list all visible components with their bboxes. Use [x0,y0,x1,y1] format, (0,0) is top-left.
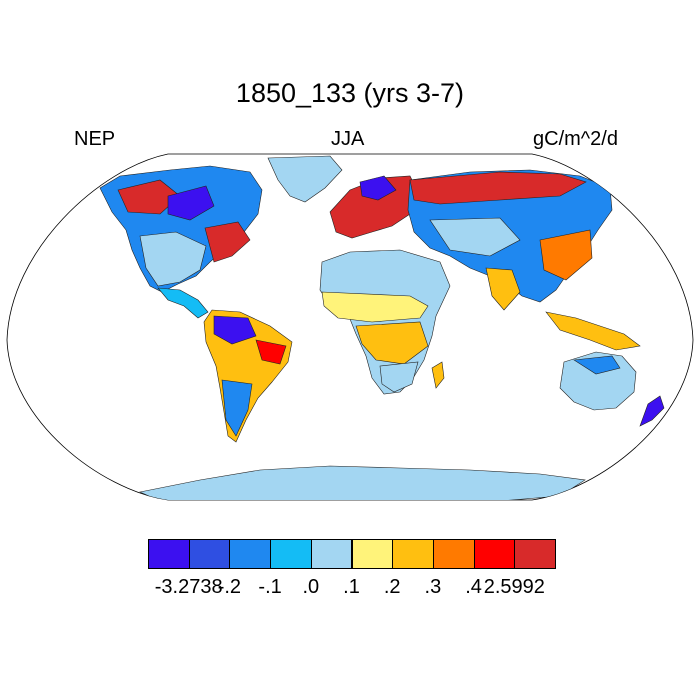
landmass-maritime-asia [545,311,641,351]
colorbar-label: -.1 [258,576,282,598]
colorbar-label: .4 [465,576,482,598]
colorbar-label: .2 [383,576,401,598]
map-title: 1850_133 (yrs 3-7) [235,78,465,108]
colorbar-label: .3 [424,576,442,598]
colorbar-box [148,539,190,569]
landmass-central-america [157,287,209,319]
season-label: JJA [331,128,365,150]
region-central-asia [429,217,521,257]
colorbar-box [188,539,231,569]
colorbar-box [351,539,394,569]
colorbar-box [432,539,475,569]
region-na-east [204,221,251,263]
colorbar-box [514,539,556,569]
region-sa-south [221,379,253,437]
colorbar-label: -3.2738 [154,576,223,598]
variable-label: NEP [74,128,116,150]
region-sa-east [255,339,287,365]
colorbar-box [229,539,272,569]
region-na-south [139,231,207,287]
region-siberia [409,171,587,205]
region-sahel [321,291,429,323]
units-label: gC/m^2/d [533,128,618,150]
region-scandinavia [359,175,397,201]
region-na-west [167,185,215,221]
colorbar-label: 2.5992 [483,576,545,598]
colorbar-label: -.2 [217,576,242,598]
region-india [485,267,521,311]
region-australia-north [573,355,621,375]
colorbar-box [310,539,353,569]
colorbar-box [473,539,516,569]
region-east-asia [539,229,593,281]
region-sa-north [213,315,257,345]
landmass-madagascar [431,361,445,389]
landmass-new-zealand [639,395,665,427]
region-southern-africa [379,361,419,393]
colorbar-box [270,539,312,569]
landmass-antarctica [139,465,586,500]
colorbar-box [392,539,434,569]
colorbar-label: .0 [302,576,320,598]
landmass-greenland [267,155,343,203]
colorbar-label: .1 [343,576,360,598]
